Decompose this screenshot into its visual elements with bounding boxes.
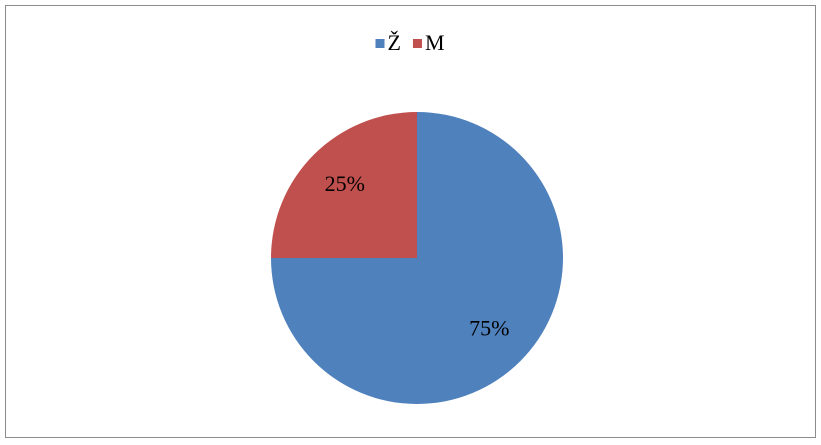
legend-label: M (425, 30, 445, 55)
legend-label: Ž (387, 30, 400, 55)
data-label: 25% (325, 171, 365, 196)
pie-slice (271, 112, 417, 258)
data-label: 75% (469, 315, 509, 340)
legend-swatch (412, 39, 422, 48)
legend-swatch (375, 39, 385, 48)
